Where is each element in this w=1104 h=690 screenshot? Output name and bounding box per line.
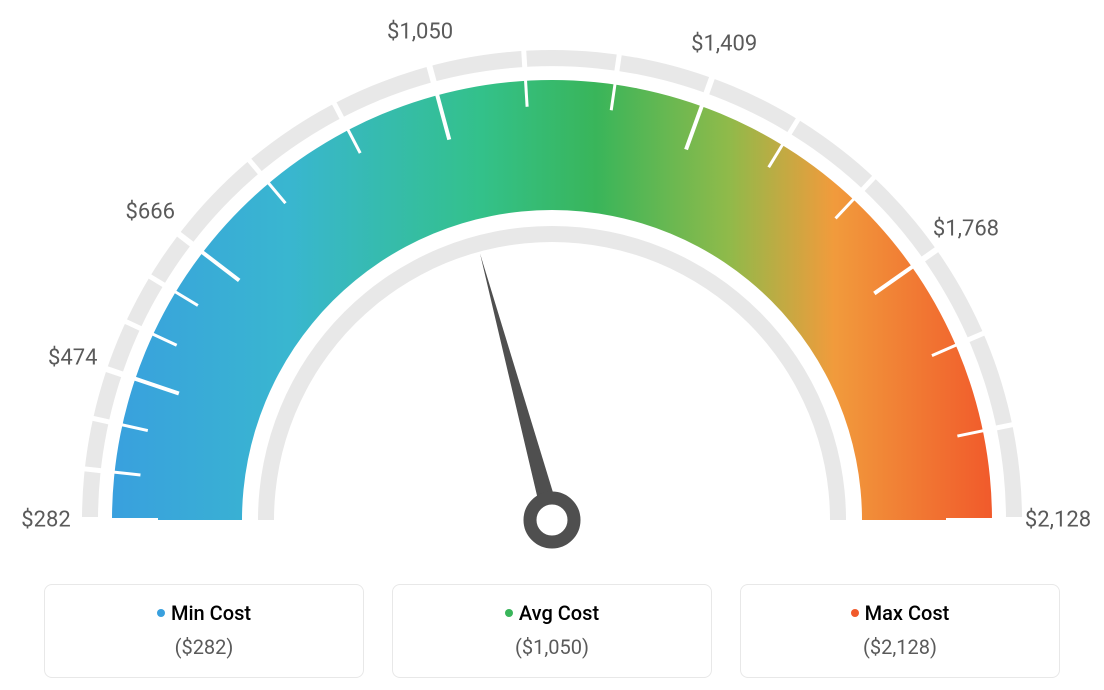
gauge-tick-label: $666 — [126, 200, 175, 225]
gauge-tick-label: $282 — [21, 508, 70, 533]
min-cost-label: Min Cost — [171, 601, 251, 625]
max-cost-value: ($2,128) — [751, 635, 1049, 659]
gauge-tick-label: $1,409 — [691, 32, 757, 57]
gauge-tick-label: $474 — [48, 345, 97, 370]
max-cost-card: Max Cost ($2,128) — [740, 584, 1060, 678]
min-cost-card: Min Cost ($282) — [44, 584, 364, 678]
gauge-tick-label: $2,128 — [1025, 508, 1091, 533]
gauge-chart: $282 $474 $666 $1,050 $1,409 $1,768 $2,128 — [0, 0, 1104, 560]
max-cost-title: Max Cost — [851, 601, 950, 625]
max-cost-label: Max Cost — [865, 601, 950, 625]
min-cost-value: ($282) — [55, 635, 353, 659]
dot-icon — [505, 609, 513, 617]
avg-cost-value: ($1,050) — [403, 635, 701, 659]
min-cost-title: Min Cost — [157, 601, 251, 625]
gauge-svg — [0, 0, 1104, 560]
avg-cost-card: Avg Cost ($1,050) — [392, 584, 712, 678]
dot-icon — [157, 609, 165, 617]
gauge-tick-label: $1,050 — [387, 19, 453, 44]
avg-cost-label: Avg Cost — [519, 601, 599, 625]
cost-legend: Min Cost ($282) Avg Cost ($1,050) Max Co… — [0, 584, 1104, 678]
gauge-tick-label: $1,768 — [933, 217, 999, 242]
dot-icon — [851, 609, 859, 617]
avg-cost-title: Avg Cost — [505, 601, 599, 625]
